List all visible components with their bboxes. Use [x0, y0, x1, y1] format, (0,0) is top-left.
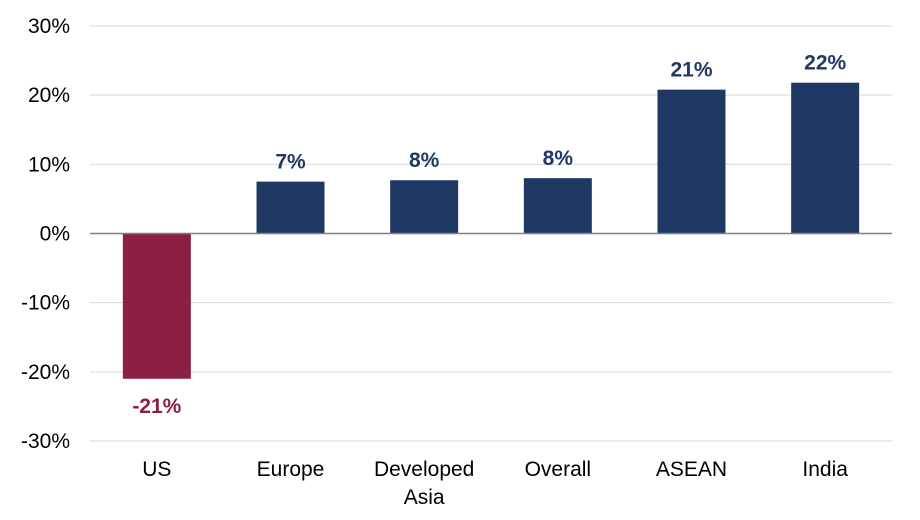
bar-developed-asia	[390, 180, 459, 234]
y-tick-label: -20%	[21, 361, 70, 384]
bars	[122, 82, 860, 379]
data-label: -21%	[132, 395, 181, 418]
y-tick-label: 0%	[40, 223, 70, 246]
y-tick-label: 10%	[28, 153, 70, 176]
y-tick-label: -30%	[21, 430, 70, 453]
data-label: 21%	[670, 59, 712, 82]
category-label: ASEAN	[656, 458, 727, 481]
y-axis-tick-labels: 30% 20% 10% 0% -10% -20% -30%	[21, 15, 70, 453]
data-label: 8%	[543, 147, 574, 170]
data-label: 8%	[409, 149, 440, 172]
y-tick-label: 30%	[28, 15, 70, 38]
category-label: US	[142, 458, 171, 481]
data-label: 7%	[275, 151, 306, 174]
category-label: Overall	[525, 458, 592, 481]
bar-overall	[523, 178, 592, 234]
y-tick-label: -10%	[21, 292, 70, 315]
data-label: 22%	[804, 52, 846, 75]
x-axis-category-labels: US Europe Developed Asia Overall ASEAN India	[142, 458, 848, 509]
y-tick-label: 20%	[28, 84, 70, 107]
category-label: India	[802, 458, 848, 481]
bar-asean	[657, 89, 726, 234]
bar-india	[791, 82, 860, 234]
data-labels: -21% 7% 8% 8% 21% 22%	[132, 52, 846, 418]
gridlines	[90, 25, 892, 442]
category-label: Asia	[404, 486, 445, 509]
bar-us	[122, 233, 191, 379]
bar-europe	[256, 181, 325, 234]
category-label: Europe	[257, 458, 325, 481]
category-label: Developed	[374, 458, 474, 481]
